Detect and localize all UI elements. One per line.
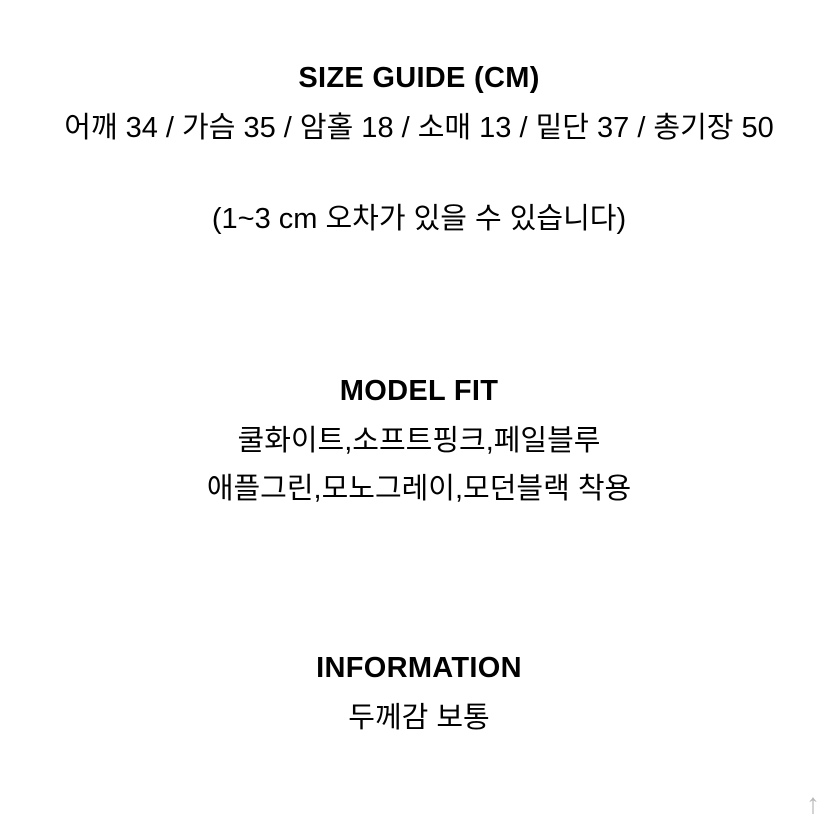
size-guide-note: (1~3 cm 오차가 있을 수 있습니다): [0, 195, 838, 237]
information-title: INFORMATION: [0, 652, 838, 685]
model-fit-line1: 쿨화이트,소프트핑크,페일블루: [0, 418, 838, 466]
size-guide-title: SIZE GUIDE (CM): [0, 62, 838, 95]
size-guide-measurements: 어깨 34 / 가슴 35 / 암홀 18 / 소매 13 / 밑단 37 / …: [0, 105, 838, 153]
model-fit-title: MODEL FIT: [0, 375, 838, 408]
information-line1: 두께감 보통: [0, 695, 838, 743]
model-fit-section: MODEL FIT 쿨화이트,소프트핑크,페일블루 애플그린,모노그레이,모던블…: [0, 375, 838, 514]
information-section: INFORMATION 두께감 보통: [0, 652, 838, 743]
model-fit-line2: 애플그린,모노그레이,모던블랙 착용: [0, 466, 838, 514]
scroll-top-icon[interactable]: ↑: [806, 788, 820, 820]
size-guide-section: SIZE GUIDE (CM) 어깨 34 / 가슴 35 / 암홀 18 / …: [0, 62, 838, 237]
